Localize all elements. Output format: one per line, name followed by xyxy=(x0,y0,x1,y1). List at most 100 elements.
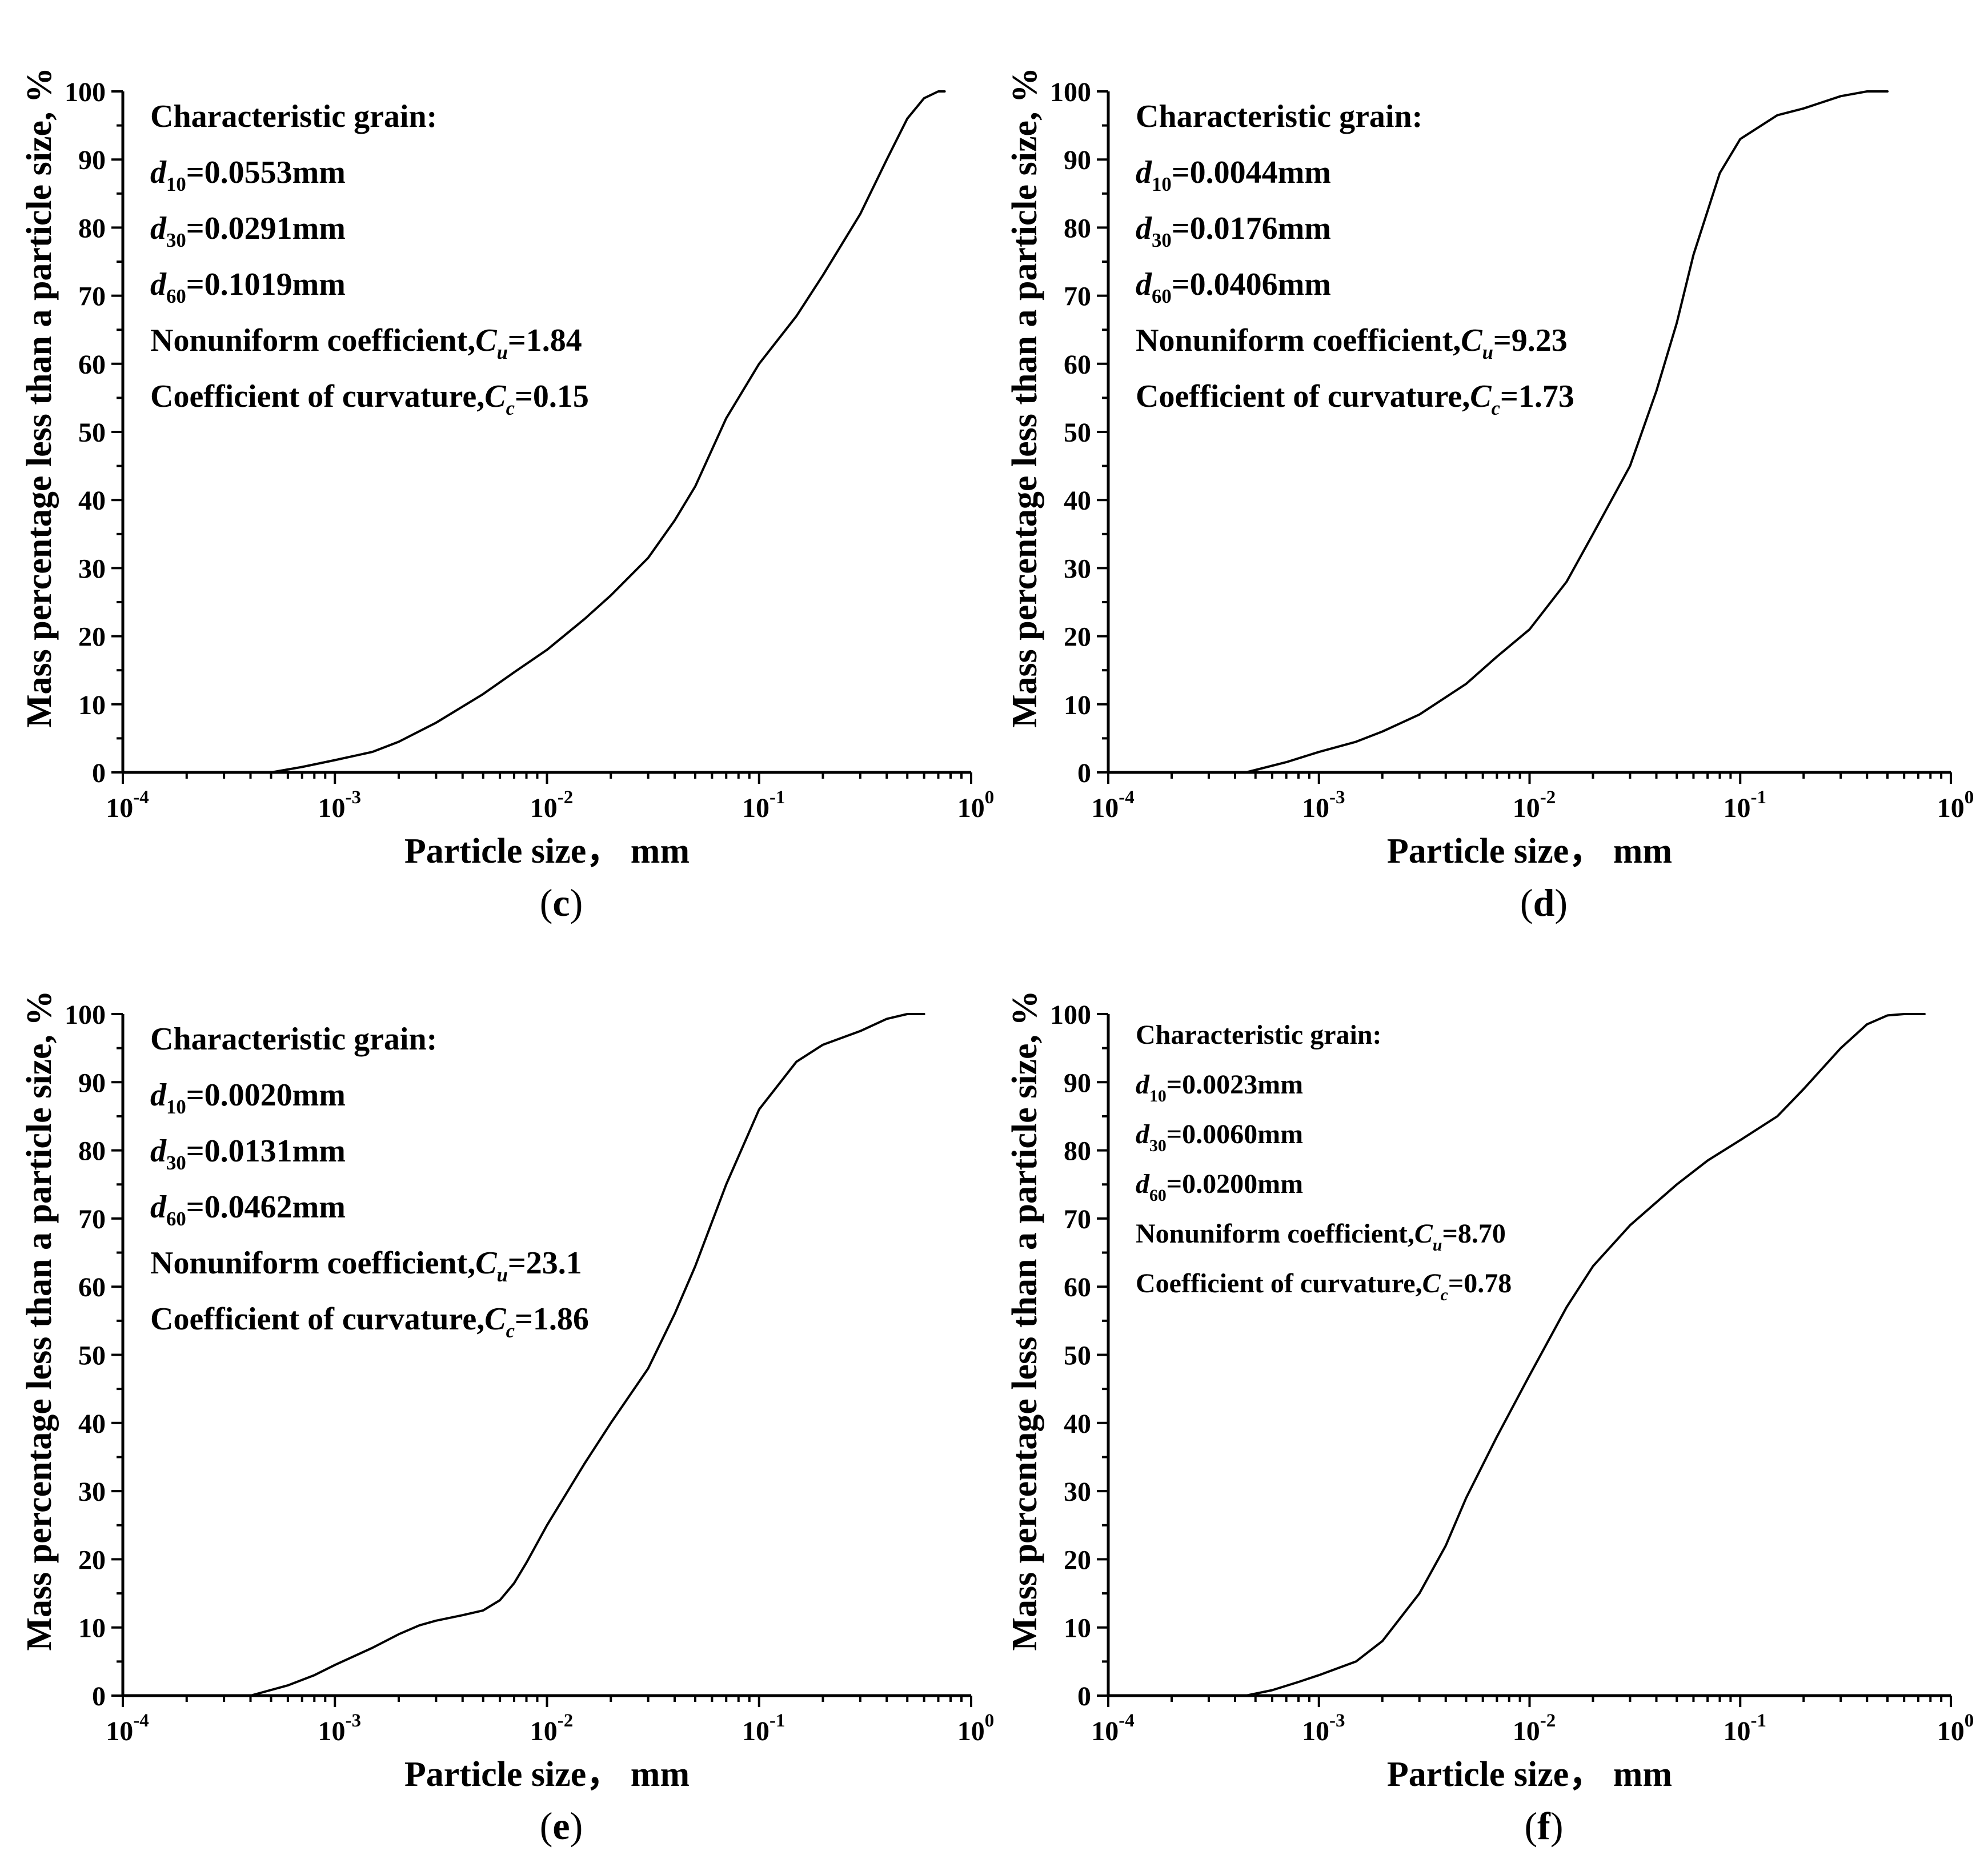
y-tick-label: 0 xyxy=(1077,758,1091,788)
annotation-cu: Nonuniform coefficient,Cu=1.84 xyxy=(150,323,582,363)
y-tick-label: 30 xyxy=(1064,554,1091,584)
y-tick-label: 40 xyxy=(78,486,106,516)
annotation-heading: Characteristic grain: xyxy=(1136,1020,1382,1050)
x-tick-label: 10-3 xyxy=(318,787,362,823)
y-tick-label: 80 xyxy=(1064,1136,1091,1167)
x-tick-label: 10-2 xyxy=(1513,1710,1556,1746)
y-tick-label: 20 xyxy=(1064,1545,1091,1575)
y-tick-label: 20 xyxy=(1064,622,1091,652)
x-tick-label: 10-2 xyxy=(1513,787,1556,823)
y-tick-label: 100 xyxy=(65,1000,106,1030)
y-axis-title: Mass percentage less than a particle siz… xyxy=(1005,67,1044,728)
y-tick-label: 70 xyxy=(1064,1204,1091,1235)
x-tick-label: 10-4 xyxy=(1091,1710,1135,1746)
annotation-heading: Characteristic grain: xyxy=(1136,99,1422,134)
y-tick-label: 70 xyxy=(78,1204,106,1235)
y-tick-label: 10 xyxy=(1064,690,1091,720)
annotation-d10: d10=0.0023mm xyxy=(1136,1069,1303,1105)
annotation-d60: d60=0.1019mm xyxy=(150,267,346,307)
annotation-d30: d30=0.0291mm xyxy=(150,211,346,251)
y-tick-label: 50 xyxy=(1064,418,1091,448)
x-tick-label: 100 xyxy=(957,787,995,823)
y-tick-label: 0 xyxy=(1077,1681,1091,1712)
y-tick-label: 100 xyxy=(1050,1000,1091,1030)
y-axis-title: Mass percentage less than a particle siz… xyxy=(20,67,59,728)
x-tick-label: 10-2 xyxy=(530,1710,574,1746)
y-tick-label: 40 xyxy=(1064,1409,1091,1439)
y-tick-label: 90 xyxy=(78,145,106,175)
x-axis-title: Particle size， mm xyxy=(404,832,690,871)
y-tick-label: 60 xyxy=(78,1272,106,1303)
y-tick-label: 30 xyxy=(78,554,106,584)
annotation-heading: Characteristic grain: xyxy=(150,1021,437,1057)
x-tick-label: 10-4 xyxy=(106,787,149,823)
y-tick-label: 0 xyxy=(92,758,106,788)
grading-curve-line xyxy=(1244,90,1889,774)
annotation-d30: d30=0.0176mm xyxy=(1136,211,1331,251)
y-tick-label: 60 xyxy=(1064,1272,1091,1303)
x-tick-label: 100 xyxy=(1937,787,1974,823)
x-axis-title: Particle size， mm xyxy=(1387,1755,1672,1794)
annotation-heading: Characteristic grain: xyxy=(150,99,437,134)
annotation-cc: Coefficient of curvature,Cc=1.86 xyxy=(150,1301,589,1342)
y-tick-label: 50 xyxy=(78,418,106,448)
x-tick-label: 10-2 xyxy=(530,787,574,823)
x-tick-label: 10-3 xyxy=(318,1710,362,1746)
x-axis-title: Particle size， mm xyxy=(1387,832,1672,871)
annotation-d10: d10=0.0020mm xyxy=(150,1077,346,1118)
panel-label: (c) xyxy=(540,881,583,924)
chart-panel-e: 0 10 20 30 40 50 60 70 80 90 100 10-4 10-3 10-2 10-1 10… xyxy=(20,991,994,1848)
y-tick-label: 40 xyxy=(78,1409,106,1439)
x-tick-label: 10-1 xyxy=(742,1710,785,1746)
x-tick-label: 10-1 xyxy=(1724,787,1767,823)
x-tick-label: 10-3 xyxy=(1302,787,1345,823)
y-tick-label: 90 xyxy=(78,1068,106,1098)
y-tick-label: 60 xyxy=(1064,350,1091,380)
y-tick-label: 70 xyxy=(1064,282,1091,312)
x-axis-title: Particle size， mm xyxy=(404,1755,690,1794)
y-axis-title: Mass percentage less than a particle siz… xyxy=(20,991,59,1651)
y-tick-label: 80 xyxy=(78,213,106,243)
x-tick-label: 10-1 xyxy=(1724,1710,1767,1746)
grading-curve-line xyxy=(1244,1013,1926,1697)
x-tick-label: 100 xyxy=(957,1710,995,1746)
y-tick-label: 30 xyxy=(1064,1477,1091,1507)
chart-panel-f: 0 10 20 30 40 50 60 70 80 90 100 10-4 10-3 10-2 10-1 10… xyxy=(1005,991,1974,1848)
x-tick-label: 10-1 xyxy=(742,787,785,823)
y-tick-label: 10 xyxy=(78,1613,106,1644)
y-axis-title: Mass percentage less than a particle siz… xyxy=(1005,991,1044,1651)
annotation-d10: d10=0.0553mm xyxy=(150,155,346,195)
y-tick-label: 80 xyxy=(78,1136,106,1167)
y-tick-label: 90 xyxy=(1064,1068,1091,1098)
x-tick-label: 10-4 xyxy=(1091,787,1135,823)
y-tick-label: 0 xyxy=(92,1681,106,1712)
annotation-d60: d60=0.0462mm xyxy=(150,1189,346,1230)
y-tick-label: 20 xyxy=(78,622,106,652)
panel-label: (f) xyxy=(1525,1804,1564,1848)
annotation-d10: d10=0.0044mm xyxy=(1136,155,1331,195)
y-tick-label: 70 xyxy=(78,282,106,312)
y-tick-label: 50 xyxy=(1064,1341,1091,1371)
annotation-d60: d60=0.0406mm xyxy=(1136,267,1331,307)
y-tick-label: 100 xyxy=(65,77,106,107)
annotation-cc: Coefficient of curvature,Cc=1.73 xyxy=(1136,379,1574,419)
grading-curve-line xyxy=(270,90,946,774)
annotation-d30: d30=0.0131mm xyxy=(150,1133,346,1174)
annotation-cc: Coefficient of curvature,Cc=0.78 xyxy=(1136,1268,1512,1304)
y-tick-label: 90 xyxy=(1064,145,1091,175)
y-tick-label: 50 xyxy=(78,1341,106,1371)
y-tick-label: 60 xyxy=(78,350,106,380)
panel-label: (d) xyxy=(1520,881,1568,924)
x-tick-label: 10-3 xyxy=(1302,1710,1345,1746)
y-tick-label: 10 xyxy=(78,690,106,720)
y-tick-label: 80 xyxy=(1064,213,1091,243)
y-tick-label: 10 xyxy=(1064,1613,1091,1644)
y-tick-label: 100 xyxy=(1050,77,1091,107)
y-tick-label: 20 xyxy=(78,1545,106,1575)
annotation-cc: Coefficient of curvature,Cc=0.15 xyxy=(150,379,589,419)
y-tick-label: 30 xyxy=(78,1477,106,1507)
annotation-cu: Nonuniform coefficient,Cu=8.70 xyxy=(1136,1219,1506,1255)
y-tick-label: 40 xyxy=(1064,486,1091,516)
annotation-d60: d60=0.0200mm xyxy=(1136,1169,1303,1205)
